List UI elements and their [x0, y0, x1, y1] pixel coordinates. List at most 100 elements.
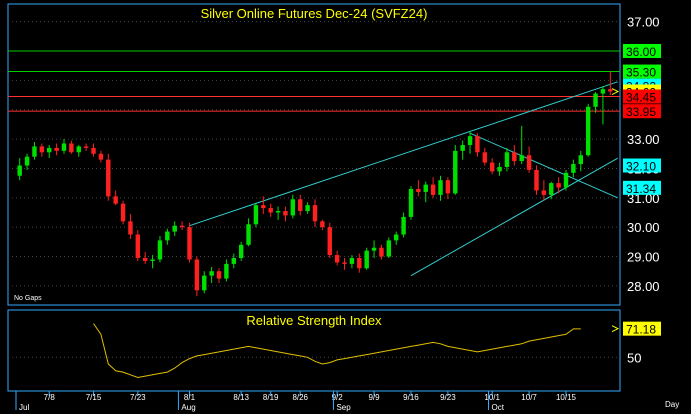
candle — [342, 258, 347, 270]
candle — [512, 144, 517, 166]
candle-body — [342, 262, 347, 264]
price-badge-label: 32.10 — [626, 160, 656, 174]
no-gaps-note: No Gaps — [14, 295, 42, 302]
trendline-0 — [189, 81, 618, 227]
candle — [253, 203, 259, 228]
candle-body — [283, 211, 288, 216]
candle-body — [253, 205, 259, 225]
price-badge-label: 34.45 — [626, 91, 656, 105]
candle — [497, 162, 502, 176]
candle — [268, 203, 273, 217]
candle-body — [32, 146, 37, 157]
candle-body — [47, 147, 52, 153]
price-badge-31.34: 31.34 — [623, 180, 661, 196]
x-tick-10/7: 10/7 — [521, 393, 537, 402]
candle-body — [364, 250, 369, 269]
candle-body — [238, 244, 244, 259]
candle-body — [150, 259, 155, 261]
candle-body — [445, 180, 451, 194]
candle — [32, 142, 37, 160]
candle — [83, 143, 89, 151]
date-x-axis: 7/8 7/15 7/23 8/1 8/13 8/19 8/26 9/2 9/9 9/16 9/23… — [8, 390, 620, 412]
candle — [593, 92, 598, 113]
candle — [445, 177, 451, 200]
price-badge-bg — [623, 89, 661, 104]
candle-body — [608, 89, 613, 92]
candle — [534, 165, 539, 195]
candle-body — [408, 189, 414, 217]
candle — [106, 153, 111, 201]
candle — [371, 240, 377, 259]
x-tick-8/13: 8/13 — [233, 393, 249, 402]
last-price-arrow-icon — [611, 88, 620, 95]
candle-body — [61, 143, 67, 151]
candle — [98, 150, 104, 163]
candle-body — [83, 146, 89, 148]
y-tick-28.00: 28.00 — [627, 279, 660, 294]
candle — [519, 125, 524, 165]
trendline-2 — [469, 132, 618, 199]
candle-body — [541, 190, 547, 195]
candle — [209, 266, 214, 283]
rsi-last-badge-bg — [623, 321, 661, 336]
candle-body — [24, 156, 30, 166]
candle — [571, 159, 576, 178]
candle — [327, 222, 332, 259]
candle-body — [246, 224, 251, 245]
candle — [526, 146, 532, 173]
x-tick-9/16: 9/16 — [403, 393, 419, 402]
rsi-line — [93, 323, 581, 379]
y-tick-29.00: 29.00 — [627, 250, 660, 265]
candle — [453, 144, 458, 195]
candle — [187, 222, 192, 263]
candle — [423, 181, 428, 203]
candle — [475, 133, 480, 157]
price-badge-label: 31.34 — [626, 182, 656, 196]
candle — [76, 144, 81, 157]
candle-body — [489, 162, 495, 172]
price-badge-36.00: 36.00 — [623, 43, 661, 59]
candle — [608, 71, 613, 96]
candle-body — [482, 152, 488, 163]
candle-body — [512, 152, 517, 162]
candle-body — [209, 271, 214, 276]
price-badge-bg — [623, 104, 661, 119]
candle — [482, 147, 488, 166]
candle — [194, 256, 200, 297]
candle-body — [534, 169, 539, 191]
candle — [113, 190, 118, 206]
x-tick-7/15: 7/15 — [86, 393, 102, 402]
x-tick-9/9: 9/9 — [368, 393, 380, 402]
rsi-title: Relative Strength Index — [246, 313, 382, 328]
candle — [489, 158, 495, 175]
candle — [504, 147, 510, 172]
candle-body — [563, 172, 569, 188]
x-tick-8/26: 8/26 — [292, 393, 308, 402]
candle-body — [349, 258, 355, 264]
candle — [438, 175, 443, 201]
trendlines — [189, 81, 618, 277]
candle-body — [187, 227, 192, 260]
candle — [275, 206, 281, 220]
candle — [600, 86, 606, 125]
y-tick-37.00: 37.00 — [627, 15, 660, 30]
y-tick-30.00: 30.00 — [627, 220, 660, 235]
candle — [238, 241, 244, 261]
candle-body — [135, 234, 141, 259]
price-badge-label: 35.30 — [626, 66, 656, 80]
candle-body — [327, 227, 332, 256]
candles — [17, 71, 613, 297]
x-tick-8/19: 8/19 — [263, 393, 279, 402]
candle — [430, 177, 436, 198]
candle-body — [526, 155, 532, 170]
candle — [39, 143, 45, 157]
candle-body — [371, 247, 377, 251]
candle — [17, 158, 22, 181]
axis-day-label: Day — [665, 400, 679, 409]
candle — [408, 186, 414, 220]
candle-body — [194, 259, 200, 291]
candle-body — [202, 275, 207, 291]
candle-body — [54, 147, 59, 151]
